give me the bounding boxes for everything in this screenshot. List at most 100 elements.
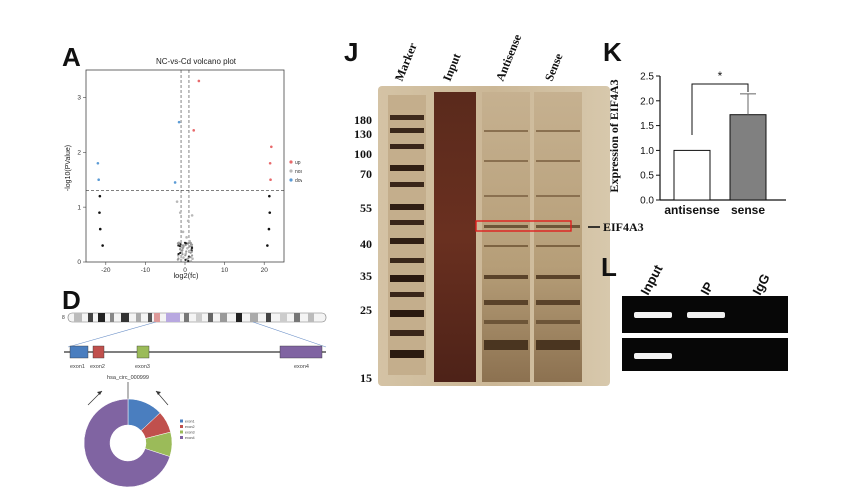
volcano-title: NC-vs-Cd volcano plot [156,57,237,66]
volcano-point-black [101,244,104,247]
bar-category-label: antisense [664,203,720,217]
eif4a3-band-highlight [475,220,572,232]
volcano-point-nosig [186,219,190,223]
volcano-ytick-label: 2 [77,149,81,156]
volcano-point-nosig [178,211,182,214]
marker-size-35: 35 [360,269,372,283]
volcano-xtick-label: -20 [101,267,111,274]
panel-letter-a: A [62,42,81,72]
volcano-threshold-lines [86,70,284,262]
volcano-point-black [268,211,272,214]
volcano-point-cluster [181,249,184,252]
volcano-point-cluster [176,242,179,245]
bar-ytick-label: 1.0 [640,146,654,157]
volcano-point-down [97,178,100,182]
legend-dot-up [289,160,293,164]
rip-pcr-gel: Input IP IgG [622,262,788,371]
volcano-plot: NC-vs-Cd volcano plot -20 -10 0 10 20 0 1 2 3 lo… [65,57,302,280]
exon2-box [92,345,105,359]
volcano-point-up [269,178,272,182]
volcano-point-up [197,79,201,83]
volcano-frame [85,69,285,263]
volcano-point-down [173,181,177,184]
volcano-point-cluster [190,246,194,249]
chromosome-label: 8 [62,315,65,321]
panel-letter-j: J [344,37,359,67]
volcano-xtick-label: -10 [141,267,151,274]
volcano-point-cluster [184,242,188,245]
volcano-point-up [268,161,272,165]
volcano-point-nosig [181,230,185,234]
volcano-point-cluster [178,245,181,248]
volcano-point-cluster [184,258,187,261]
legend-dot-nosig [289,169,293,173]
bar-ytick-label: 2.0 [640,96,654,107]
volcano-point-nosig [186,246,189,250]
volcano-point-cluster [184,254,187,257]
donut-legend-label: exon1 [185,420,195,424]
bar-category-label: sense [731,203,765,217]
volcano-point-cluster [179,247,182,251]
volcano-point-nosig [191,257,194,261]
volcano-point-up [192,129,196,132]
bar-category-labels: antisense sense [664,203,765,217]
volcano-point-cluster [189,243,193,246]
significance-bracket [691,83,749,135]
pcr-lane-input: Input [637,262,665,298]
marker-size-180: 180 [354,113,372,127]
marker-size-15: 15 [360,371,372,385]
volcano-point-cluster [187,241,190,244]
panel-letter-d: D [62,285,81,315]
bar-ytick-label: 0.5 [640,171,654,182]
volcano-point-cluster [181,244,185,247]
volcano-xtick-label: 10 [221,267,229,274]
volcano-point-nosig [175,200,179,203]
bar-ytick-label: 1.5 [640,121,654,132]
legend-label-up: up [295,160,301,166]
exon3-label: exon3 [135,364,150,370]
volcano-xtick-label: 20 [261,267,269,274]
exon1-box [69,345,89,359]
volcano-point-cluster [179,251,182,255]
donut-legend-swatch [180,436,183,439]
donut-legend-swatch [180,430,183,434]
volcano-point-cluster [190,250,193,253]
volcano-point-black [266,244,269,247]
exon-donut-chart [83,398,173,488]
volcano-point-nosig [185,236,188,239]
volcano-ytick-label: 1 [77,204,81,211]
eif4a3-band-label: EIF4A3 [603,220,644,234]
band-input-top [634,312,672,318]
volcano-point-cluster [181,253,184,256]
volcano-point-nosig [188,239,192,243]
volcano-point-nosig [179,258,183,262]
circrna-name: hsa_circ_000999 [107,375,149,381]
bar-sense [729,114,767,201]
marker-size-100: 100 [354,147,372,161]
exon3-box [136,345,150,359]
bar-ylabel: Expression of EIF4A3 [607,79,621,192]
sense-lane [534,92,582,382]
band-ip-top [687,312,725,318]
donut-legend-label: exon3 [185,431,195,435]
lane-label-sense: Sense [542,51,566,83]
donut-slice-exon4 [83,398,171,488]
volcano-point-cluster [187,259,190,263]
silver-stain-gel: Marker Input Antisense Sense [354,32,644,386]
exon4-label: exon4 [294,364,309,370]
exon4-box [279,345,323,359]
marker-size-70: 70 [360,167,372,181]
bar-antisense [673,149,711,201]
volcano-point-cluster [189,256,192,259]
antisense-lane [482,92,530,382]
circrna-structure: 8 exon1 exon2 exon3 exon4 hsa_circ_00099… [62,312,327,488]
pcr-lane-ip: IP [697,279,716,297]
chromosome-ideogram [67,312,327,323]
volcano-point-cluster [176,258,179,261]
volcano-point-cluster [181,247,184,250]
lane-label-input: Input [440,51,464,83]
volcano-point-nosig [182,256,185,259]
volcano-point-cluster [177,252,180,256]
exon1-label: exon1 [70,364,85,370]
marker-lane [388,95,426,375]
